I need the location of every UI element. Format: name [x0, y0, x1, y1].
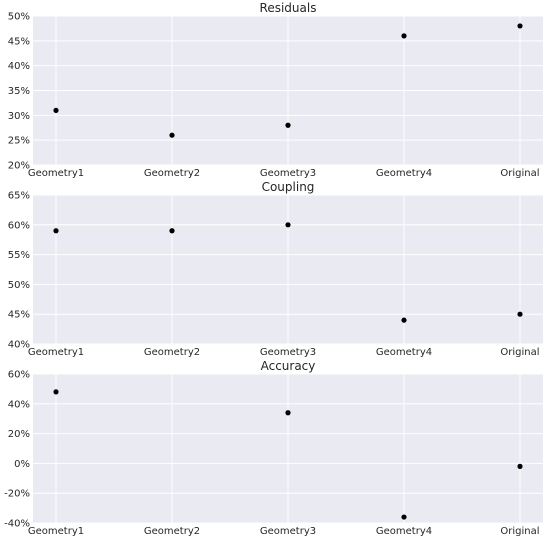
x-tick-label: Geometry2 [144, 347, 200, 358]
chart-title: Accuracy [261, 359, 316, 373]
y-tick-label: -40% [4, 519, 30, 530]
data-point [517, 23, 523, 29]
y-tick-label: 20% [8, 429, 30, 440]
y-tick-label: -20% [4, 489, 30, 500]
x-tick-label: Geometry2 [144, 168, 200, 179]
x-tick-label: Geometry1 [28, 347, 84, 358]
data-point [285, 410, 291, 416]
x-tick-label: Geometry1 [28, 526, 84, 537]
data-point [401, 317, 407, 323]
data-point [53, 228, 59, 234]
x-tick-label: Geometry3 [260, 526, 316, 537]
y-tick-label: 20% [8, 161, 30, 172]
chart-title: Residuals [260, 1, 317, 15]
chart-title: Coupling [262, 180, 315, 194]
y-tick-label: 45% [8, 310, 30, 321]
y-tick-label: 50% [8, 12, 30, 23]
data-point [169, 228, 175, 234]
y-tick-label: 40% [8, 340, 30, 351]
data-point [285, 122, 291, 128]
chart-panel-accuracy: -40% -20% 0% 20% 40% 60% Geometry1 Geometry2 Geo… [4, 359, 543, 537]
y-tick-label: 65% [8, 191, 30, 202]
y-tick-label: 0% [14, 459, 30, 470]
y-tick-label: 50% [8, 280, 30, 291]
data-point [517, 463, 523, 469]
x-tick-label: Geometry3 [260, 347, 316, 358]
data-point [401, 33, 407, 39]
y-tick-label: 25% [8, 136, 30, 147]
x-tick-label: Original [500, 347, 539, 358]
data-point [53, 107, 59, 113]
x-tick-label: Original [500, 526, 539, 537]
x-tick-label: Geometry2 [144, 526, 200, 537]
y-tick-label: 30% [8, 111, 30, 122]
data-point [401, 514, 407, 520]
y-tick-label: 40% [8, 61, 30, 72]
x-tick-label: Geometry3 [260, 168, 316, 179]
y-tick-label: 55% [8, 250, 30, 261]
chart-panel-residuals: 20% 25% 30% 35% 40% 45% 50% Geometry1 Geometry2 G… [8, 1, 543, 179]
x-tick-label: Geometry4 [376, 168, 432, 179]
y-tick-label: 60% [8, 220, 30, 231]
data-point [517, 311, 523, 317]
y-tick-label: 40% [8, 399, 30, 410]
x-tick-label: Geometry4 [376, 347, 432, 358]
y-tick-label: 60% [8, 370, 30, 381]
y-tick-label: 35% [8, 86, 30, 97]
data-point [285, 222, 291, 228]
data-point [169, 132, 175, 138]
x-tick-label: Geometry4 [376, 526, 432, 537]
data-point [53, 389, 59, 395]
chart-panel-coupling: 40% 45% 50% 55% 60% 65% Geometry1 Geometry2 Geom… [8, 180, 543, 358]
x-tick-label: Original [500, 168, 539, 179]
x-tick-label: Geometry1 [28, 168, 84, 179]
y-tick-label: 45% [8, 36, 30, 47]
